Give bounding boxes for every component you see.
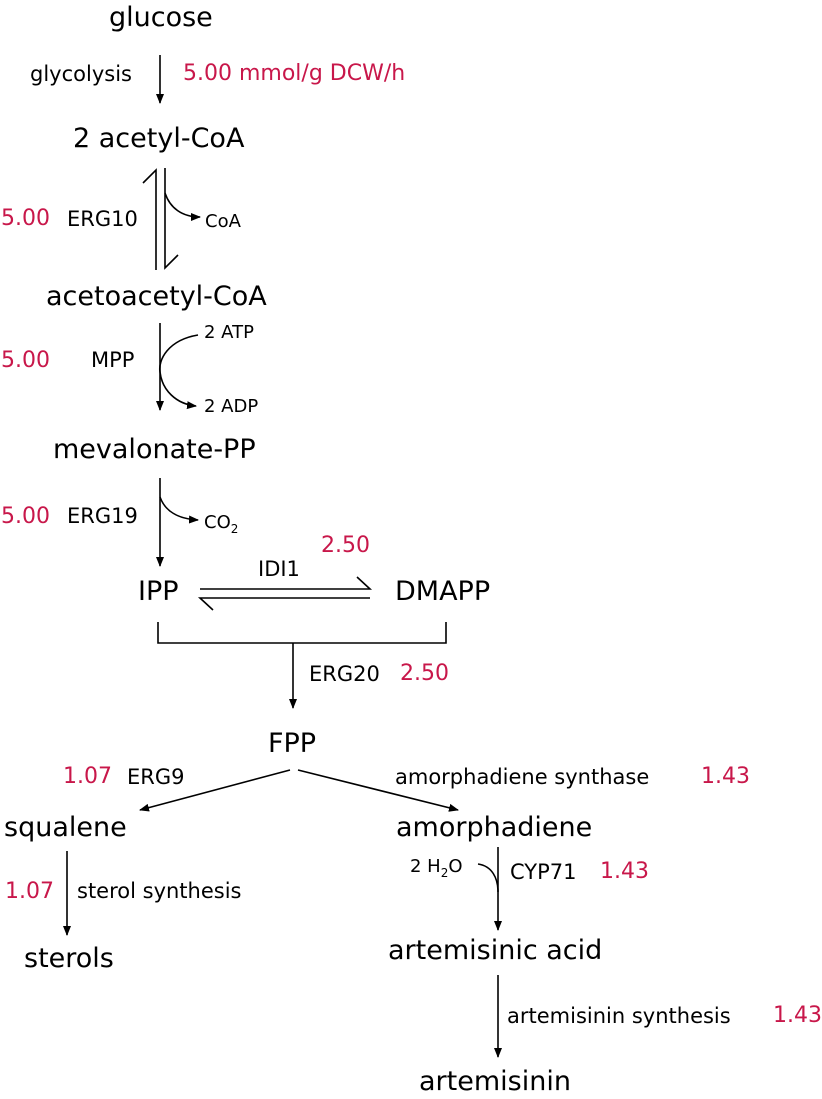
erg19-flux: 5.00 xyxy=(1,504,50,529)
metabolite-mevalonate-pp: mevalonate-PP xyxy=(53,434,256,465)
metabolite-acetoacetyl-coa: acetoacetyl-CoA xyxy=(46,281,267,312)
mpp-adp-cofactor: 2 ADP xyxy=(204,396,259,417)
mpp-label: MPP xyxy=(91,348,135,372)
idi1-flux: 2.50 xyxy=(321,533,370,558)
co2-release-arrow xyxy=(159,496,199,524)
cyp71-flux: 1.43 xyxy=(600,859,649,884)
erg9-arrow xyxy=(139,769,291,812)
amorphadiene-synthase-arrow xyxy=(297,769,459,812)
coa-release-arrow xyxy=(164,192,201,221)
erg19-label: ERG19 xyxy=(67,504,138,528)
metabolite-acetyl-coa: 2 acetyl-CoA xyxy=(73,123,245,154)
erg19-co2-product: CO2 xyxy=(204,512,239,536)
erg9-label: ERG9 xyxy=(127,765,185,789)
metabolite-glucose: glucose xyxy=(109,2,213,33)
artemisinin-synthesis-flux: 1.43 xyxy=(773,1003,822,1028)
erg10-forward-arrow xyxy=(164,168,179,270)
artemisinin-synthesis-label: artemisinin synthesis xyxy=(507,1004,731,1028)
metabolite-dmapp: DMAPP xyxy=(395,576,491,607)
metabolite-squalene: squalene xyxy=(4,812,127,843)
water-uptake-curve xyxy=(477,863,499,893)
amorphadiene-synthase-label: amorphadiene synthase xyxy=(395,765,650,789)
idi1-reverse-arrow xyxy=(197,597,370,611)
sterol-synthesis-flux: 1.07 xyxy=(5,879,54,904)
sterol-synthesis-label: sterol synthesis xyxy=(77,879,242,903)
cyp71-water-cofactor: 2 H2O xyxy=(410,856,463,880)
erg20-flux: 2.50 xyxy=(400,661,449,686)
metabolite-sterols: sterols xyxy=(24,943,114,974)
atp-adp-curve xyxy=(158,334,199,410)
metabolite-ipp: IPP xyxy=(138,576,179,607)
erg10-flux: 5.00 xyxy=(1,206,50,231)
ipp-dmapp-bracket xyxy=(157,622,447,644)
glycolysis-flux: 5.00 mmol/g DCW/h xyxy=(183,61,406,86)
amorphadiene-synthase-flux: 1.43 xyxy=(701,764,750,789)
erg10-coa-product: CoA xyxy=(205,211,241,232)
mpp-atp-cofactor: 2 ATP xyxy=(204,322,254,343)
erg10-label: ERG10 xyxy=(67,207,138,231)
idi1-forward-arrow xyxy=(200,576,373,590)
metabolite-amorphadiene: amorphadiene xyxy=(396,812,593,843)
cyp71-label: CYP71 xyxy=(510,860,577,884)
metabolite-fpp: FPP xyxy=(268,728,317,759)
metabolite-artemisinic-acid: artemisinic acid xyxy=(388,935,603,966)
erg9-flux: 1.07 xyxy=(63,764,112,789)
erg10-reverse-arrow xyxy=(142,168,157,270)
idi1-label: IDI1 xyxy=(258,557,300,581)
mpp-flux: 5.00 xyxy=(1,348,50,373)
erg20-label: ERG20 xyxy=(309,662,380,686)
metabolite-artemisinin: artemisinin xyxy=(419,1066,571,1097)
glycolysis-label: glycolysis xyxy=(30,62,132,86)
